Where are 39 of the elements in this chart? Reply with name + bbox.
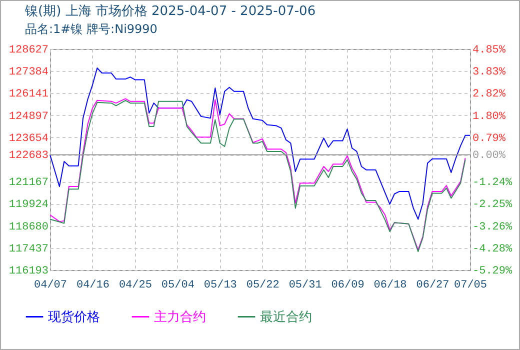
y-tick-label: 118680 [8,221,48,234]
y2-tick-label: -5.29% [472,266,513,278]
x-tick-label: 05/31 [288,280,322,292]
x-tick-label: 05/04 [161,280,195,292]
x-tick-label: 04/16 [76,280,110,292]
y2-tick-label: 1.80% [472,110,506,123]
x-tick-label: 05/13 [204,280,237,292]
y-tick-label: 116193 [8,266,48,278]
y2-tick-label: -4.28% [472,243,513,256]
legend-label: 最近合约 [260,310,312,325]
y-tick-label: 119924 [8,199,49,212]
line-series [50,68,470,220]
y-tick-label: 121167 [8,177,48,190]
y2-tick-label: -3.26% [472,221,513,234]
y-tick-label: 124897 [8,110,48,123]
y-tick-label: 122683 [8,150,48,162]
y-tick-label: 127384 [8,66,49,79]
y-tick-label: 126141 [8,88,49,101]
y2-tick-label: -2.25% [472,199,513,212]
y-tick-label: 123654 [8,132,49,145]
x-tick-label: 06/27 [416,280,450,292]
legend-label: 现货价格 [48,310,100,325]
y-tick-label: 128627 [8,44,48,56]
x-tick-label: 05/22 [246,280,280,292]
x-tick-label: 07/05 [454,280,488,292]
y2-tick-label: -1.24% [472,177,513,190]
y-tick-label: 117437 [8,243,48,256]
y2-tick-label: 0.00% [472,150,506,162]
x-tick-label: 04/07 [34,280,68,292]
y2-tick-label: 0.79% [472,132,506,145]
legend-label: 主力合约 [154,308,206,325]
x-tick-label: 04/25 [118,280,152,292]
y2-tick-label: 2.82% [472,88,506,101]
chart-subtitle: 品名:1#镍 牌号:Ni9990 [25,22,158,36]
y2-tick-label: 4.85% [472,44,506,56]
x-tick-label: 06/09 [331,280,364,292]
x-tick-label: 06/18 [374,280,407,292]
chart-title: 镍(期) 上海 市场价格 2025-04-07 - 2025-07-06 [24,4,316,19]
y2-tick-label: 3.83% [472,66,506,79]
